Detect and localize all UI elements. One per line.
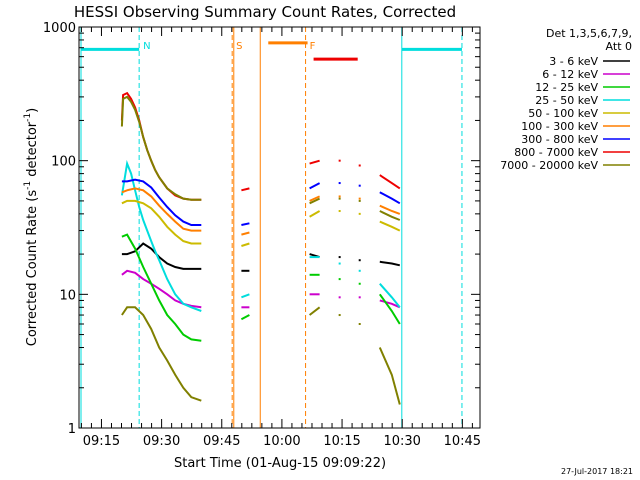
y-tick-label: 1000 (43, 21, 76, 36)
marker-label: S (236, 41, 242, 52)
series-line-5 (241, 231, 250, 236)
legend-label: 25 - 50 keV (535, 94, 598, 107)
series-line-4 (121, 199, 202, 245)
legend-label: 800 - 7000 keV (514, 146, 598, 159)
marker-label: N (143, 41, 150, 52)
x-tick-label: 10:00 (263, 434, 300, 449)
chart-title: HESSI Observing Summary Count Rates, Cor… (74, 3, 456, 21)
series-line-3 (379, 283, 401, 308)
series-line-5 (379, 204, 401, 215)
series-line-2 (378, 293, 401, 325)
series-line-7 (241, 187, 250, 192)
legend-label: 300 - 800 keV (521, 133, 598, 146)
x-tick-label: 09:45 (203, 434, 240, 449)
series-line-6 (121, 178, 202, 226)
x-tick-label: 09:30 (143, 434, 180, 449)
series-line-4 (241, 242, 250, 247)
y-axis-title: Corrected Count Rate (s-1 detector-1) (23, 108, 40, 346)
series-line-4 (309, 210, 321, 218)
series-line-5 (121, 187, 202, 232)
series-line-3 (120, 159, 202, 312)
x-tick-label: 10:30 (383, 434, 420, 449)
y-tick-label: 1 (68, 422, 76, 437)
series-line-6 (309, 182, 321, 190)
series-line-4 (379, 220, 401, 232)
series-line-7 (379, 174, 401, 190)
x-axis-title: Start Time (01-Aug-15 09:09:22) (174, 456, 386, 471)
series-line-6 (379, 191, 401, 205)
legend-label: 100 - 300 keV (521, 120, 598, 133)
legend-label: 7000 - 20000 keV (500, 159, 598, 172)
footer-timestamp: 27-Jul-2017 18:21 (561, 467, 633, 476)
y-tick-label: 10 (59, 288, 76, 303)
marker-label: F (310, 41, 316, 52)
series-line-extra (308, 306, 321, 316)
series-line-7 (309, 159, 320, 165)
legend-label: 3 - 6 keV (549, 55, 598, 68)
series-line-5 (309, 195, 321, 202)
x-tick-label: 10:15 (323, 434, 360, 449)
series-line-8 (379, 210, 401, 221)
legend-header-line-1: Det 1,3,5,6,7,9, (546, 27, 632, 40)
series-line-3 (241, 293, 250, 299)
series-line-8 (309, 197, 321, 205)
y-tick-label: 100 (51, 155, 76, 170)
series-line-0 (379, 260, 401, 267)
series-line-0 (121, 242, 202, 270)
series-line-6 (241, 222, 250, 226)
legend-label: 50 - 100 keV (528, 107, 598, 120)
series-line-1 (121, 269, 202, 309)
series-line-extra (121, 306, 202, 402)
plot-frame (78, 26, 481, 429)
legend-label: 12 - 25 keV (535, 81, 598, 94)
x-tick-label: 10:45 (444, 434, 481, 449)
series-line-8 (120, 95, 202, 201)
series-line-2 (240, 314, 250, 321)
legend-label: 6 - 12 keV (542, 68, 598, 81)
series-line-2 (121, 233, 202, 342)
x-tick-label: 09:15 (83, 434, 120, 449)
legend-header-line-2: Att 0 (606, 40, 632, 53)
series-line-extra (378, 347, 401, 405)
